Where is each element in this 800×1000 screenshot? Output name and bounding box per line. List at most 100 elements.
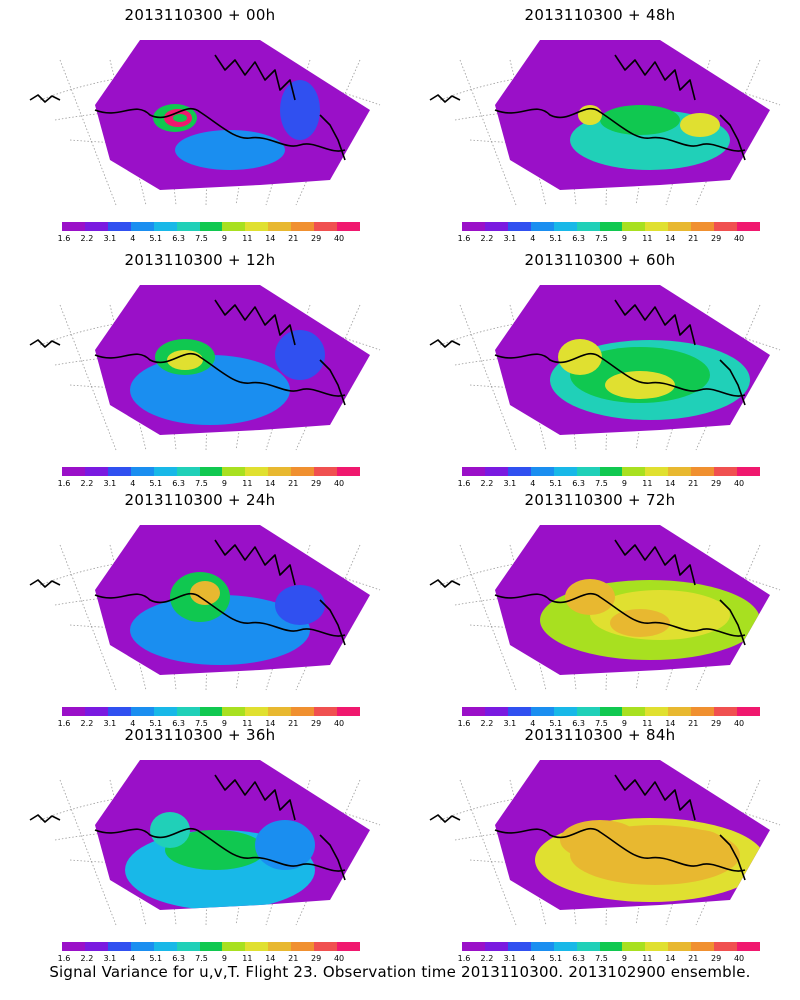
colorbar-tick-label: 29 (711, 479, 722, 488)
colorbar-tick-label: 40 (733, 719, 745, 728)
colorbar-tick-label: 5.1 (549, 719, 563, 728)
colorbar-labels: 1.6 2.2 3.1 4 5.1 6.3 7.5 9 11 14 21 29 40 (454, 719, 764, 729)
colorbar-swatch (337, 942, 360, 951)
variance-field (495, 285, 770, 435)
colorbar-tick-label: 3.1 (503, 234, 517, 243)
colorbar-swatch (462, 707, 485, 716)
colorbar-tick-label: 14 (665, 234, 676, 243)
colorbar-tick-label: 21 (288, 479, 299, 488)
colorbar-swatch (645, 707, 669, 716)
variance-field (495, 525, 770, 675)
colorbar-tick-label: 4 (130, 954, 136, 963)
colorbar-tick-label: 3.1 (503, 479, 517, 488)
colorbar-swatch (462, 942, 485, 951)
colorbar-tick-label: 40 (333, 234, 345, 243)
colorbar-swatch (268, 942, 292, 951)
colorbar-swatch (484, 707, 508, 716)
colorbar-swatch (245, 707, 269, 716)
colorbar-tick-label: 40 (333, 479, 345, 488)
colorbar-tick-label: 1.6 (57, 954, 71, 963)
colorbar-labels: 1.6 2.2 3.1 4 5.1 6.3 7.5 9 11 14 21 29 40 (454, 954, 764, 964)
colorbar-tick-label: 14 (265, 234, 276, 243)
colorbar-tick-label: 29 (711, 719, 722, 728)
colorbar-tick-label: 1.6 (57, 234, 71, 243)
colorbar-tick-label: 40 (333, 719, 345, 728)
colorbar-swatch (507, 707, 531, 716)
colorbar (62, 942, 360, 951)
colorbar-swatch (153, 942, 177, 951)
colorbar-tick-label: 21 (688, 954, 699, 963)
colorbar-tick-label: 6.3 (572, 719, 585, 728)
colorbar-tick-label: 4 (530, 719, 536, 728)
variance-field (95, 40, 370, 190)
colorbar-tick-label: 11 (642, 719, 653, 728)
colorbar-swatch (622, 222, 646, 231)
colorbar-tick-label: 40 (733, 479, 745, 488)
colorbar-tick-label: 11 (642, 234, 653, 243)
panel-title: 2013110300 + 24h (124, 491, 276, 509)
panel-title: 2013110300 + 60h (524, 251, 676, 269)
colorbar-tick-label: 21 (288, 234, 299, 243)
colorbar-swatch (222, 942, 246, 951)
coastline (29, 539, 346, 646)
colorbar-swatch (553, 467, 577, 476)
colorbar-swatch (714, 942, 738, 951)
colorbar-swatch (337, 707, 360, 716)
colorbar-swatch (553, 222, 577, 231)
colorbar-swatch (714, 467, 738, 476)
colorbar-tick-label: 5.1 (549, 479, 563, 488)
colorbar-swatch (507, 222, 531, 231)
panel-title: 2013110300 + 84h (524, 726, 676, 744)
colorbar-swatch (737, 467, 760, 476)
colorbar-swatch (107, 942, 131, 951)
colorbar-swatch (199, 222, 223, 231)
colorbar (62, 222, 360, 231)
colorbar-tick-label: 29 (711, 234, 722, 243)
variance-field (95, 525, 370, 675)
colorbar-swatch (668, 222, 692, 231)
colorbar-tick-label: 1.6 (57, 479, 71, 488)
panel-title: 2013110300 + 48h (524, 6, 676, 24)
colorbar-tick-label: 2.2 (80, 954, 94, 963)
colorbar-swatch (62, 707, 85, 716)
colorbar-swatch (176, 467, 200, 476)
colorbar-swatch (337, 467, 360, 476)
colorbar-swatch (462, 467, 485, 476)
colorbar-swatch (484, 222, 508, 231)
colorbar (462, 222, 760, 231)
colorbar-tick-label: 7.5 (195, 954, 208, 963)
variance-map (29, 760, 381, 926)
variance-map (29, 525, 381, 691)
colorbar-tick-label: 3.1 (103, 234, 117, 243)
colorbar-swatch (130, 222, 154, 231)
colorbar-swatch (84, 467, 108, 476)
colorbar-swatch (668, 467, 692, 476)
colorbar-tick-label: 6.3 (572, 479, 585, 488)
colorbar-swatch (314, 942, 338, 951)
colorbar-swatch (222, 707, 246, 716)
colorbar-swatch (691, 942, 715, 951)
colorbar-swatch (245, 222, 269, 231)
colorbar-swatch (107, 707, 131, 716)
colorbar-tick-label: 29 (311, 234, 322, 243)
colorbar-tick-label: 11 (642, 954, 653, 963)
colorbar-swatch (222, 222, 246, 231)
colorbar-tick-label: 40 (733, 234, 745, 243)
colorbar-tick-label: 9 (621, 234, 627, 243)
colorbar-swatch (553, 942, 577, 951)
colorbar-tick-label: 5.1 (149, 479, 163, 488)
colorbar-swatch (553, 707, 577, 716)
colorbar-swatch (153, 467, 177, 476)
colorbar-swatch (576, 467, 600, 476)
colorbar-tick-label: 29 (711, 954, 722, 963)
colorbar-swatch (622, 467, 646, 476)
colorbar-tick-label: 21 (288, 719, 299, 728)
colorbar-tick-label: 9 (221, 479, 227, 488)
colorbar-tick-label: 2.2 (80, 234, 94, 243)
coastline (29, 299, 346, 406)
colorbar-tick-label: 14 (665, 954, 676, 963)
colorbar-tick-label: 5.1 (149, 234, 163, 243)
colorbar-swatch (668, 942, 692, 951)
colorbar-tick-label: 21 (688, 719, 699, 728)
panel-title: 2013110300 + 12h (124, 251, 276, 269)
